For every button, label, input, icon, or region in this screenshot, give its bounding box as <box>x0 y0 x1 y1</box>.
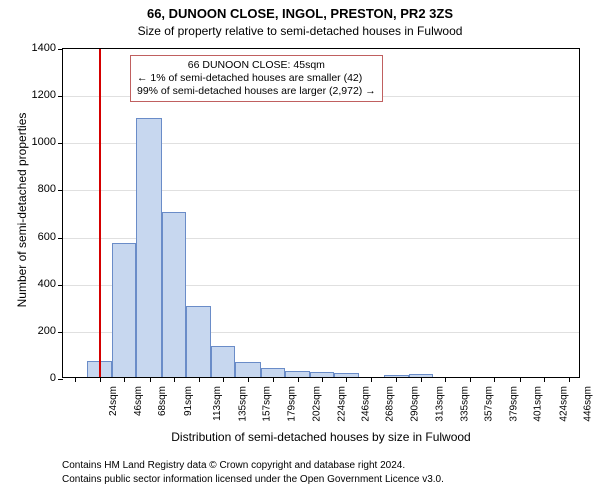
footer-line-1: Contains HM Land Registry data © Crown c… <box>62 460 405 471</box>
x-tick-label: 268sqm <box>385 386 396 422</box>
annotation-box: 66 DUNOON CLOSE: 45sqm ← 1% of semi-deta… <box>130 55 383 102</box>
x-tick-label: 24sqm <box>108 386 119 416</box>
x-tick-label: 446sqm <box>583 386 594 422</box>
footer-line-2: Contains public sector information licen… <box>62 474 444 485</box>
x-tick-label: 401sqm <box>533 386 544 422</box>
x-tick-label: 379sqm <box>508 386 519 422</box>
x-axis-label: Distribution of semi-detached houses by … <box>62 430 580 444</box>
x-tick-label: 313sqm <box>435 386 446 422</box>
x-tick-label: 224sqm <box>336 386 347 422</box>
x-tick-label: 157sqm <box>262 386 273 422</box>
x-tick-label: 91sqm <box>183 386 194 416</box>
x-tick-label: 113sqm <box>212 386 223 421</box>
x-tick-label: 357sqm <box>484 386 495 422</box>
x-tick-label: 46sqm <box>133 386 144 416</box>
annotation-line-3: 99% of semi-detached houses are larger (… <box>137 85 376 98</box>
x-tick-label: 424sqm <box>558 386 569 422</box>
x-tick-label: 290sqm <box>409 386 420 422</box>
x-tick-label: 246sqm <box>361 386 372 422</box>
x-tick-label: 68sqm <box>157 386 168 416</box>
x-tick-label: 179sqm <box>286 386 297 422</box>
x-tick-label: 135sqm <box>237 386 248 422</box>
x-tick-label: 202sqm <box>312 386 323 422</box>
x-tick-label: 335sqm <box>460 386 471 422</box>
chart-container: 66, DUNOON CLOSE, INGOL, PRESTON, PR2 3Z… <box>0 0 600 500</box>
annotation-line-1: 66 DUNOON CLOSE: 45sqm <box>137 59 376 72</box>
annotation-line-2: ← 1% of semi-detached houses are smaller… <box>137 72 376 85</box>
